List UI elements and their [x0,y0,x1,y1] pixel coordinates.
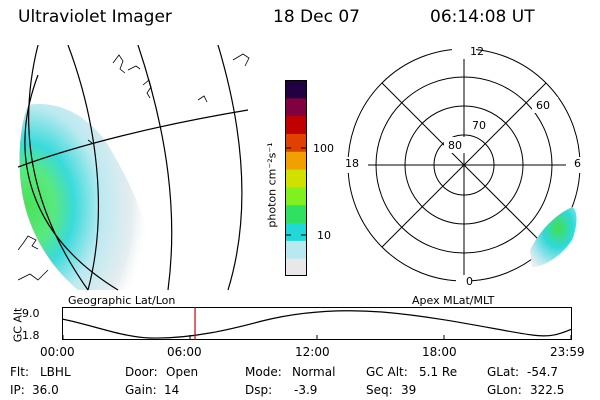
instrument-title: Ultraviolet Imager [18,7,172,27]
meridian-line [28,45,89,291]
colorbar-step [285,80,307,99]
aurora-region [19,104,159,291]
timeline-y-label: 1.8 [22,329,40,342]
gc-alt-value: 5.1 Re [419,365,458,379]
mode-value: Normal [292,365,336,379]
lat-label-70: 70 [472,119,486,132]
colorbar-tick-label: 10 [317,229,331,242]
colorbar-scale [285,80,307,276]
time-label: 06:14:08 UT [430,7,535,27]
glon-label: GLon: [487,383,522,397]
dsp-label: Dsp: [245,383,273,397]
coastline [112,54,126,74]
mlt-label-18: 18 [345,157,359,170]
limb-arc [24,74,119,291]
gc-alt-label: GC Alt: [366,365,408,379]
timeline-x-label: 06:00 [167,345,202,359]
gain-label: Gain: [125,383,157,397]
meridian-line [217,45,243,291]
mlt-line [381,82,547,248]
date-label: 18 Dec 07 [273,7,360,27]
colorbar-step [285,133,307,152]
geographic-map [18,45,250,291]
ip-value: 36.0 [32,383,59,397]
gain-value: 14 [164,383,180,397]
glat-label: GLat: [487,365,520,379]
colorbar-step [285,169,307,188]
timeline-x-label: 23:59 [550,345,585,359]
coastline [142,79,152,99]
colorbar-tick-label: 100 [313,142,334,155]
meridian-line [67,45,99,291]
door-label: Door: [125,365,158,379]
dsp-value: -3.9 [294,383,318,397]
colorbar-step [285,222,307,241]
filter-label: Flt: [10,365,29,379]
polar-panel-label: Apex MLat/MLT [412,294,495,307]
colorbar-unit-label: photon cm⁻²s⁻¹ [265,142,279,228]
coastline [18,235,39,251]
coastline [232,53,250,67]
filter-value: LBHL [40,365,71,379]
timeline-x-label: 18:00 [422,345,457,359]
colorbar-step [285,97,307,117]
colorbar-step [285,240,307,259]
mode-label: Mode: [245,365,282,379]
coastline [18,269,49,281]
mlt-label-12: 12 [470,45,484,58]
timeline-plot [62,307,572,340]
glon-value: 322.5 [530,383,565,397]
aurora-region [530,207,577,267]
colorbar-step [285,258,307,276]
geographic-panel-label: Geographic Lat/Lon [68,294,176,307]
colorbar-step [285,151,307,170]
colorbar-step [285,204,307,224]
glat-value: -54.7 [527,365,559,379]
coastline [197,95,208,103]
lat-label-60: 60 [536,99,550,112]
timeline-x-label: 12:00 [295,345,330,359]
door-value: Open [166,365,199,379]
coastline [127,65,141,71]
mlt-label-6: 6 [574,157,581,170]
timeline-y-label: 9.0 [22,307,40,320]
ip-label: IP: [10,383,25,397]
timeline-x-label: 00:00 [40,345,75,359]
colorbar-step [285,115,307,134]
seq-label: Seq: [366,383,393,397]
altitude-curve [62,310,572,339]
colorbar-step [285,186,307,206]
meridian-line [137,45,173,291]
lat-label-80: 80 [448,139,462,152]
polar-plot [342,45,584,289]
coastline [87,139,93,144]
seq-value: 39 [401,383,417,397]
mlt-label-0: 0 [466,275,473,288]
parallel-line [18,109,249,168]
